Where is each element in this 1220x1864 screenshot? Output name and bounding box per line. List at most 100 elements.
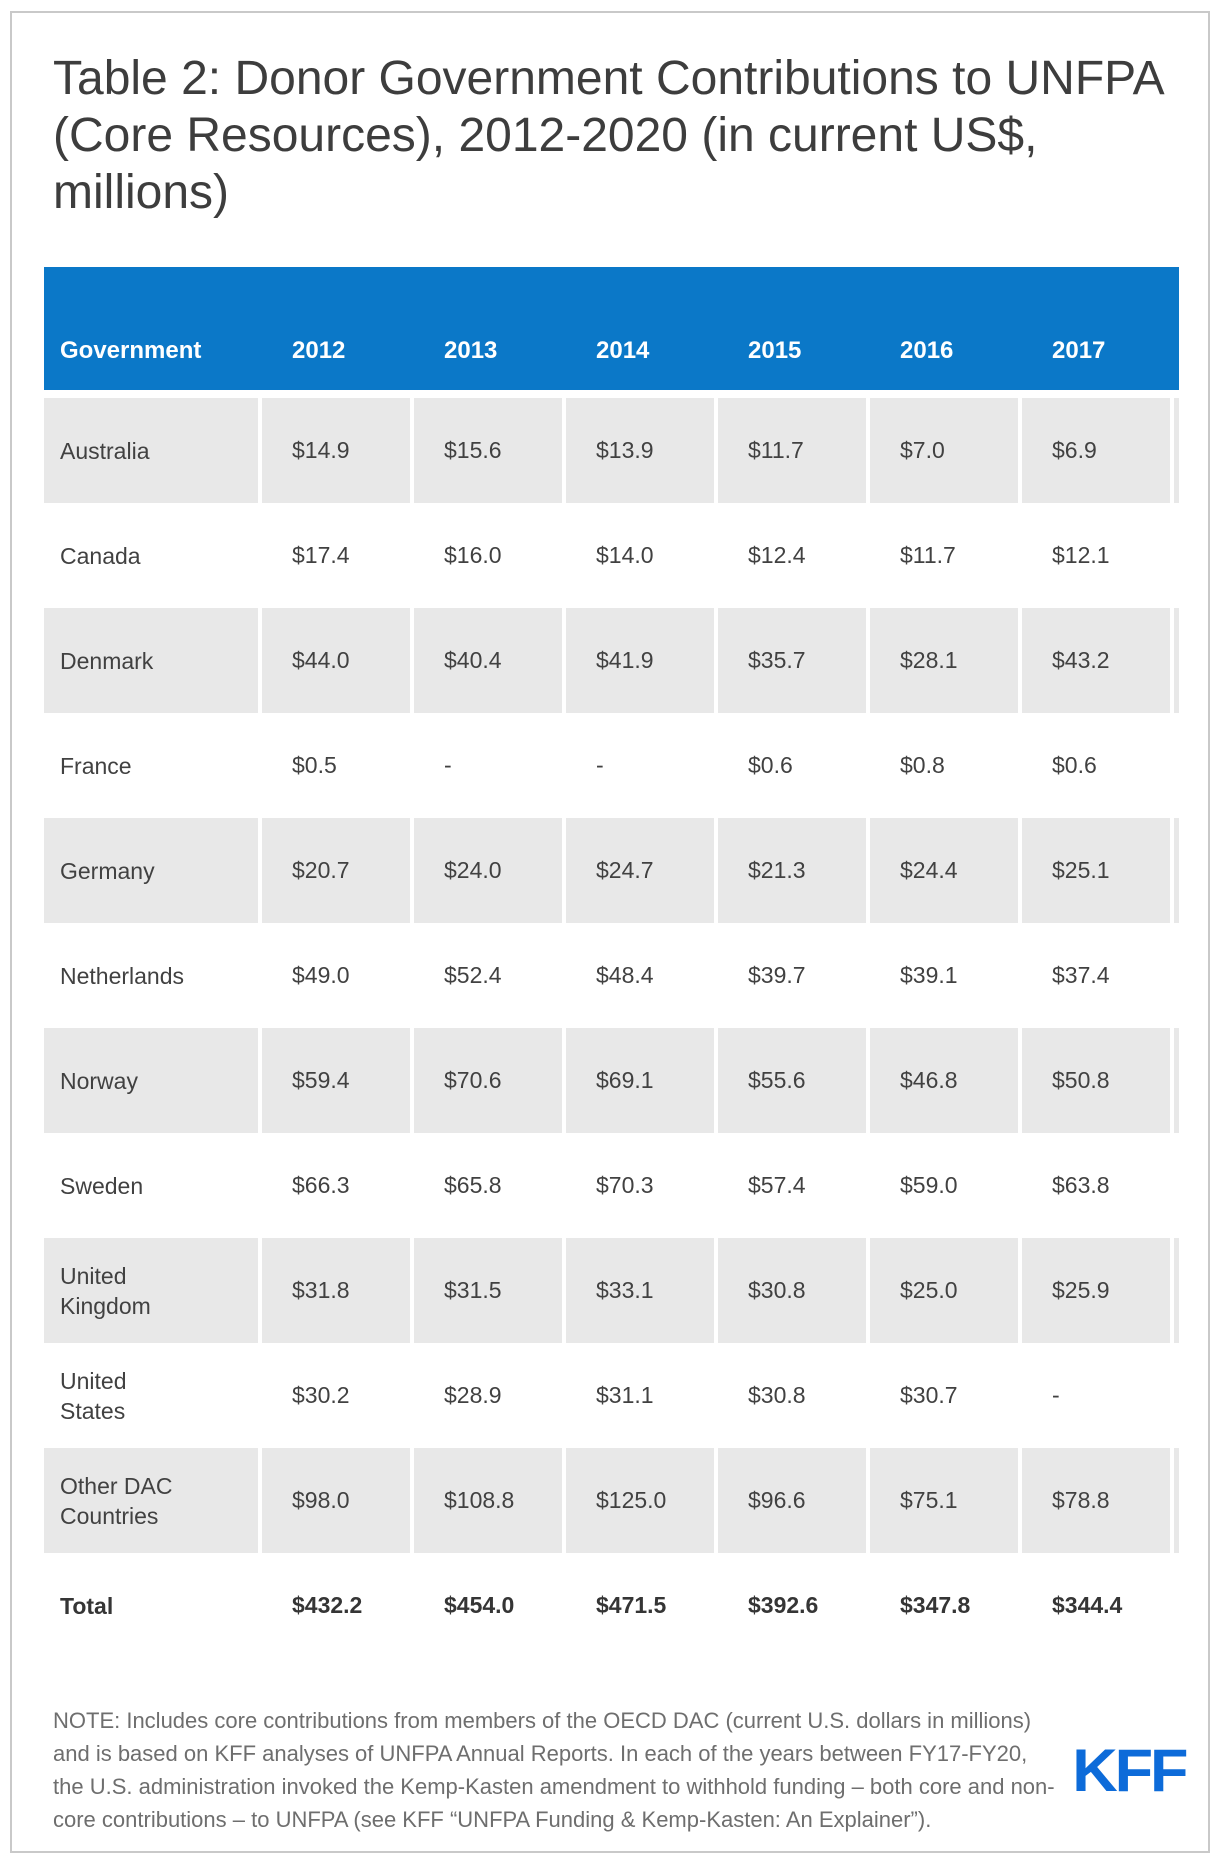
table-cell: $65.8 [444,1172,502,1198]
table-cell: - [596,752,604,778]
table-cell: $30.2 [292,1382,350,1408]
column-header-2016: 2016 [900,337,954,364]
source-note-line: the U.S. administration invoked the Kemp… [53,1774,1055,1799]
table-cell: $30.8 [748,1382,806,1408]
page-title: Table 2: Donor Government Contributions … [53,50,1168,221]
table-cell: $31.8 [262,1238,410,1343]
table-cell: $57.4 [748,1172,806,1198]
row-label: Netherlands [60,962,185,989]
table-row-australia: Australia $14.9 $15.6 $13.9 $11.7 $7.0 $… [44,398,1179,503]
table-cell: $0.6 [748,752,793,778]
table-row-united-states: United States $30.2 $28.9 $31.1 $30.8 $3… [44,1343,1179,1448]
row-label: Australia [44,398,258,503]
kff-logo: KFF [1071,1736,1188,1804]
table-cell: $30.7 [900,1382,958,1408]
table-cell: $347.8 [900,1592,971,1618]
table-cell: $25.9 [1022,1238,1170,1343]
table-row-united-kingdom: United Kingdom $31.8 $31.5 $33.1 $30.8 $… [44,1238,1179,1343]
table-cell-clipped [1174,503,1179,608]
figure-frame: Table 2: Donor Government Contributions … [10,11,1210,1853]
table-cell: $25.0 [870,1238,1018,1343]
table-cell: $59.4 [262,1028,410,1133]
table-cell-clipped [1174,1238,1179,1343]
row-label: Total [60,1592,114,1619]
table-row-france: France $0.5 - - $0.6 $0.8 $0.6 [44,713,1179,818]
table-cell: $98.0 [262,1448,410,1553]
table-cell: $6.9 [1022,398,1170,503]
table-cell: $13.9 [566,398,714,503]
row-label: Other DAC Countries [44,1448,258,1553]
table-cell: $44.0 [262,608,410,713]
table-cell: $41.9 [566,608,714,713]
table-cell: $108.8 [414,1448,562,1553]
data-table: Government 2012 2013 2014 2015 2016 2017… [44,267,1179,1658]
row-label: United States [60,1367,127,1424]
table-cell-clipped [1174,398,1179,503]
table-cell-clipped [1174,923,1179,1028]
table-cell: $59.0 [900,1172,958,1198]
table-cell: $454.0 [444,1592,515,1618]
table-row-canada: Canada $17.4 $16.0 $14.0 $12.4 $11.7 $12… [44,503,1179,608]
table-cell: $344.4 [1052,1592,1123,1618]
table-cell: $75.1 [870,1448,1018,1553]
table-cell-clipped [1174,608,1179,713]
table-row-netherlands: Netherlands $49.0 $52.4 $48.4 $39.7 $39.… [44,923,1179,1028]
table-cell: $14.0 [596,542,654,568]
table-cell: - [1052,1382,1060,1408]
table-cell: $70.3 [596,1172,654,1198]
column-header-2013: 2013 [444,337,498,364]
table-cell: $70.6 [414,1028,562,1133]
table-cell: $50.8 [1022,1028,1170,1133]
table-row-germany: Germany $20.7 $24.0 $24.7 $21.3 $24.4 $2… [44,818,1179,923]
page-title-line: Table 2: Donor Government Contributions … [53,52,1165,105]
footer: NOTE: Includes core contributions from m… [53,1704,1188,1836]
table-cell-clipped [1174,1448,1179,1553]
table-cell: $33.1 [566,1238,714,1343]
table-cell: $63.8 [1052,1172,1110,1198]
table-row-denmark: Denmark $44.0 $40.4 $41.9 $35.7 $28.1 $4… [44,608,1179,713]
table-row-total: Total $432.2 $454.0 $471.5 $392.6 $347.8… [44,1553,1179,1658]
table-cell-clipped [1174,818,1179,923]
table-cell: $125.0 [566,1448,714,1553]
table-row-other-dac-countries: Other DAC Countries $98.0 $108.8 $125.0 … [44,1448,1179,1553]
table-cell: $11.7 [718,398,866,503]
table-cell: $46.8 [870,1028,1018,1133]
table-cell: $392.6 [748,1592,819,1618]
table-body: Australia $14.9 $15.6 $13.9 $11.7 $7.0 $… [44,398,1179,1658]
table-cell: $0.8 [900,752,945,778]
table-row-norway: Norway $59.4 $70.6 $69.1 $55.6 $46.8 $50… [44,1028,1179,1133]
table-cell: $39.1 [900,962,958,988]
table-cell: $31.1 [596,1382,654,1408]
row-label: Germany [44,818,258,923]
table-cell: $20.7 [262,818,410,923]
table-row-sweden: Sweden $66.3 $65.8 $70.3 $57.4 $59.0 $63… [44,1133,1179,1238]
table-cell: $14.9 [262,398,410,503]
table-cell: $52.4 [444,962,502,988]
table-cell: $24.4 [870,818,1018,923]
table-cell: $11.7 [900,542,956,568]
column-header-2012: 2012 [292,337,346,364]
table-cell-clipped [1174,1028,1179,1133]
table-cell: $40.4 [414,608,562,713]
table-cell: $25.1 [1022,818,1170,923]
table-cell: $24.0 [414,818,562,923]
page-title-line: (Core Resources), 2012-2020 (in current … [53,109,1038,162]
table-cell: $12.4 [748,542,806,568]
table-cell-clipped [1174,1553,1179,1658]
table-cell: $43.2 [1022,608,1170,713]
row-label: France [60,752,132,779]
table-cell: $69.1 [566,1028,714,1133]
table-cell-clipped [1174,713,1179,818]
column-header-2015: 2015 [748,337,802,364]
row-label: Norway [44,1028,258,1133]
table-cell: $471.5 [596,1592,667,1618]
table-cell: $66.3 [292,1172,350,1198]
table-cell: $12.1 [1052,542,1110,568]
column-header-2014: 2014 [596,337,650,364]
table-cell: $48.4 [596,962,654,988]
table-cell: $15.6 [414,398,562,503]
row-label: United Kingdom [44,1238,258,1343]
row-label: Denmark [44,608,258,713]
page-title-line: millions) [53,166,230,219]
table-cell: $21.3 [718,818,866,923]
